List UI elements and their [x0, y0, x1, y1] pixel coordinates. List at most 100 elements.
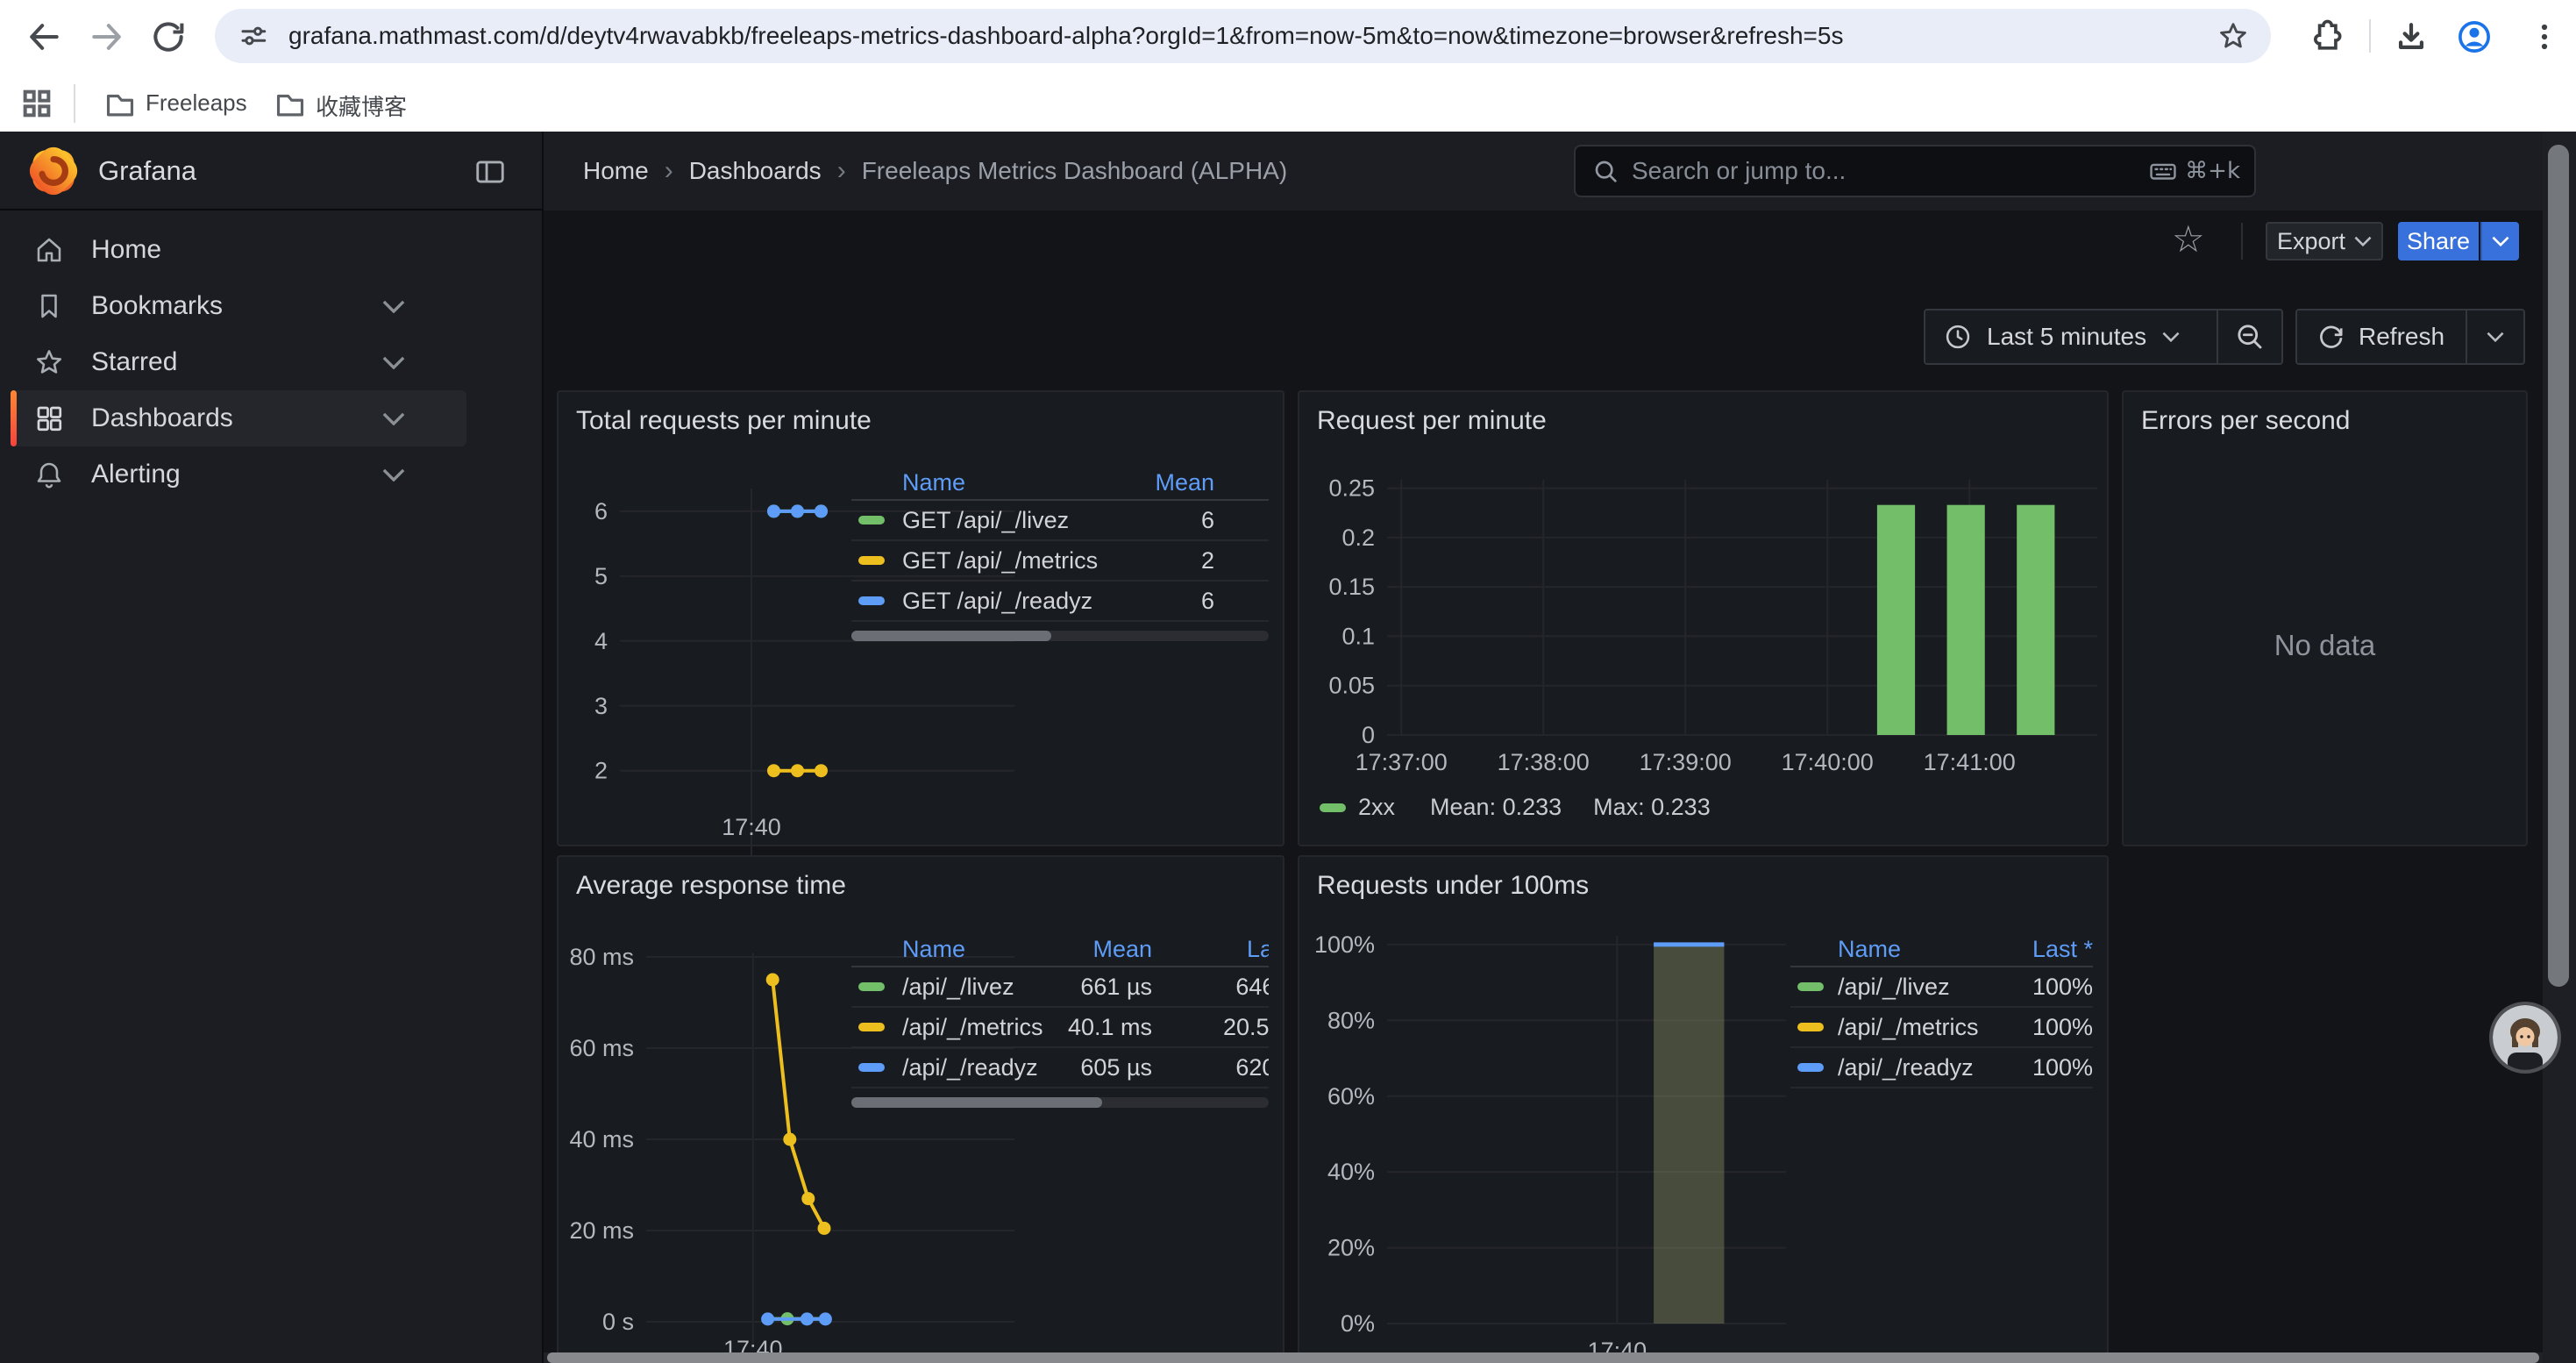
- svg-text:60%: 60%: [1327, 1083, 1375, 1110]
- panel-title[interactable]: Errors per second: [2141, 406, 2350, 436]
- legend-row[interactable]: GET /api/_/readyz6: [851, 582, 1269, 622]
- series-name[interactable]: /api/_/livez: [1825, 974, 1988, 1001]
- sidebar-item-dashboards[interactable]: Dashboards: [11, 390, 466, 446]
- sidebar-item-alerting[interactable]: Alerting: [11, 446, 466, 503]
- legend-column-header[interactable]: Mean: [1065, 936, 1152, 963]
- bookmark-star-icon[interactable]: [2217, 19, 2250, 53]
- series-name[interactable]: /api/_/readyz: [1825, 1054, 1988, 1081]
- svg-text:40%: 40%: [1327, 1159, 1375, 1185]
- legend-row[interactable]: /api/_/readyz100%: [1790, 1048, 2093, 1088]
- browser-menu-icon[interactable]: [2525, 18, 2564, 56]
- refresh-interval-chevron-icon[interactable]: [2467, 332, 2523, 342]
- site-settings-icon[interactable]: [238, 20, 269, 52]
- export-button[interactable]: Export: [2266, 222, 2383, 260]
- breadcrumb-home[interactable]: Home: [583, 157, 649, 185]
- floating-assistant-avatar[interactable]: [2493, 1005, 2558, 1070]
- sidebar-item-starred[interactable]: Starred: [11, 334, 466, 390]
- series-name[interactable]: /api/_/livez: [890, 974, 1065, 1001]
- grafana-logo-icon[interactable]: [25, 142, 82, 200]
- chart-request-per-minute[interactable]: 00.050.10.150.20.2517:37:0017:38:0017:39…: [1308, 475, 2097, 774]
- series-color-pill: [858, 556, 885, 565]
- series-name[interactable]: /api/_/metrics: [890, 1014, 1065, 1041]
- profile-avatar-icon[interactable]: [2455, 18, 2494, 56]
- chevron-down-icon[interactable]: [382, 468, 405, 482]
- share-menu-button[interactable]: [2480, 222, 2519, 260]
- bookmark-folder-freeleaps[interactable]: Freeleaps: [146, 89, 247, 117]
- series-name[interactable]: 2xx: [1358, 794, 1395, 821]
- panel-title[interactable]: Request per minute: [1317, 406, 1547, 436]
- series-name[interactable]: /api/_/metrics: [1825, 1014, 1988, 1041]
- legend-row[interactable]: /api/_/metrics100%: [1790, 1008, 2093, 1048]
- zoom-out-icon[interactable]: [2218, 321, 2281, 353]
- bookmark-folder-blogs[interactable]: 收藏博客: [316, 89, 407, 122]
- series-name[interactable]: GET /api/_/livez: [890, 507, 1109, 534]
- chevron-down-icon[interactable]: [382, 412, 405, 425]
- download-icon[interactable]: [2392, 18, 2430, 56]
- horizontal-scrollbar-thumb[interactable]: [547, 1352, 2539, 1363]
- svg-text:17:39:00: 17:39:00: [1640, 749, 1732, 775]
- legend-column-header[interactable]: Name: [890, 936, 1065, 963]
- apps-grid-icon[interactable]: [19, 86, 54, 121]
- collapse-sidebar-icon[interactable]: [473, 155, 507, 189]
- series-value: 100%: [1988, 1014, 2093, 1041]
- legend-column-header[interactable]: Last *: [1988, 936, 2093, 963]
- legend-scrollbar-thumb[interactable]: [851, 1097, 1102, 1108]
- url-text[interactable]: grafana.mathmast.com/d/deytv4rwavabkb/fr…: [288, 22, 2195, 50]
- search-input[interactable]: ⌘+k: [1574, 145, 2256, 197]
- search-field[interactable]: [1632, 157, 2148, 185]
- panel-title[interactable]: Requests under 100ms: [1317, 871, 1589, 901]
- legend-row[interactable]: /api/_/readyz605 µs620 µs: [851, 1048, 1269, 1088]
- chevron-down-icon[interactable]: [382, 300, 405, 313]
- star-icon: [33, 346, 65, 378]
- svg-text:0: 0: [1362, 722, 1375, 748]
- browser-reload-icon[interactable]: [149, 18, 188, 56]
- chevron-down-icon[interactable]: [382, 356, 405, 369]
- series-color-pill: [858, 1023, 885, 1031]
- svg-text:100%: 100%: [1314, 931, 1375, 958]
- search-icon: [1591, 157, 1619, 185]
- share-button[interactable]: Share: [2398, 222, 2479, 260]
- extensions-icon[interactable]: [2306, 18, 2345, 56]
- sidebar-item-label: Home: [91, 235, 161, 265]
- favorite-dashboard-star-icon[interactable]: ☆: [2172, 218, 2205, 260]
- legend-inline[interactable]: 2xx Mean: 0.233 Max: 0.233: [1320, 794, 1711, 821]
- series-name[interactable]: GET /api/_/metrics: [890, 547, 1109, 574]
- time-range-label: Last 5 minutes: [1987, 323, 2146, 351]
- legend-row[interactable]: /api/_/livez100%: [1790, 967, 2093, 1008]
- refresh-label: Refresh: [2359, 323, 2444, 351]
- series-color-pill: [1797, 1063, 1824, 1072]
- panel-requests-under-100ms: Requests under 100ms 0%20%40%60%80%100%1…: [1298, 855, 2109, 1363]
- svg-text:80%: 80%: [1327, 1007, 1375, 1033]
- url-bar[interactable]: grafana.mathmast.com/d/deytv4rwavabkb/fr…: [215, 9, 2271, 63]
- legend-scrollbar-thumb[interactable]: [851, 631, 1051, 641]
- legend-scrollbar-track[interactable]: [851, 1097, 1269, 1108]
- svg-text:0.25: 0.25: [1328, 475, 1375, 502]
- breadcrumb-dashboards[interactable]: Dashboards: [689, 157, 822, 185]
- sidebar-item-bookmarks[interactable]: Bookmarks: [11, 278, 466, 334]
- vertical-scrollbar-thumb[interactable]: [2548, 145, 2569, 987]
- sidebar-item-label: Dashboards: [91, 403, 233, 433]
- legend-column-header[interactable]: Mean: [1109, 469, 1214, 496]
- legend-column-header[interactable]: Name: [1825, 936, 1988, 963]
- svg-text:5: 5: [594, 563, 608, 589]
- panel-title[interactable]: Average response time: [576, 871, 846, 901]
- series-name[interactable]: /api/_/readyz: [890, 1054, 1065, 1081]
- legend-row[interactable]: /api/_/livez661 µs646 µs: [851, 967, 1269, 1008]
- legend-row[interactable]: GET /api/_/livez6: [851, 501, 1269, 541]
- time-range-picker[interactable]: Last 5 minutes: [1924, 309, 2283, 365]
- legend-column-header[interactable]: Last *: [1152, 936, 1269, 963]
- chart-requests-under-100ms[interactable]: 0%20%40%60%80%100%17:40: [1308, 927, 1786, 1361]
- legend-scrollbar-track[interactable]: [851, 631, 1269, 641]
- legend-row[interactable]: GET /api/_/metrics2: [851, 541, 1269, 582]
- series-value: 20.5 ms: [1152, 1014, 1269, 1041]
- series-name[interactable]: GET /api/_/readyz: [890, 588, 1109, 615]
- browser-forward-icon[interactable]: [88, 18, 126, 56]
- svg-text:17:40: 17:40: [722, 814, 781, 840]
- breadcrumb-current: Freeleaps Metrics Dashboard (ALPHA): [862, 157, 1288, 185]
- refresh-button[interactable]: Refresh: [2295, 309, 2525, 365]
- sidebar-item-home[interactable]: Home: [11, 222, 466, 278]
- legend-row[interactable]: /api/_/metrics40.1 ms20.5 ms: [851, 1008, 1269, 1048]
- legend-column-header[interactable]: Name: [890, 469, 1109, 496]
- browser-back-icon[interactable]: [25, 18, 63, 56]
- panel-title[interactable]: Total requests per minute: [576, 406, 872, 436]
